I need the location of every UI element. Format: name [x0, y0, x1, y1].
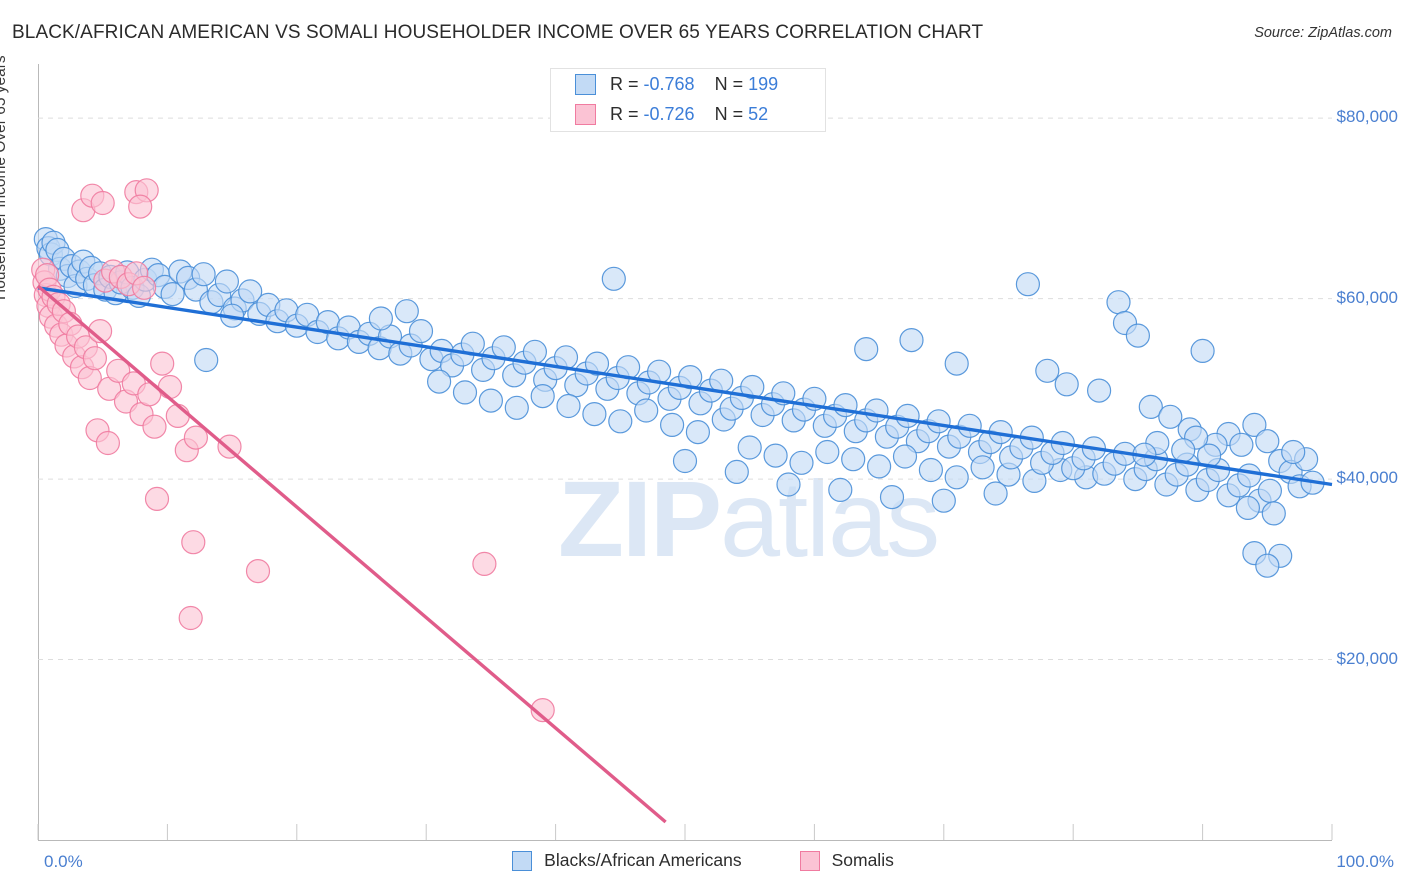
stat-n-value-pink: 52: [748, 103, 769, 124]
legend-swatch-blue: [512, 850, 533, 871]
x-axis-label-max: 100.0%: [1336, 852, 1394, 871]
correlation-stats-box: R = -0.768 N = 199 R = -0.726 N = 52: [550, 68, 826, 132]
source-attribution: Source: ZipAtlas.com: [1254, 25, 1392, 41]
watermark-zip: ZIP: [558, 458, 722, 579]
page-title: BLACK/AFRICAN AMERICAN VS SOMALI HOUSEHO…: [12, 22, 984, 43]
stat-n-value-blue: 199: [748, 73, 779, 94]
y-axis-tick-label: $20,000: [1336, 648, 1398, 668]
stat-swatch-blue: [575, 73, 596, 95]
stat-row-somalis: R = -0.726 N = 52: [551, 99, 825, 129]
y-axis-tick-label: $60,000: [1336, 287, 1398, 307]
watermark-atlas: atlas: [720, 458, 940, 579]
chart-legend: Blacks/African Americans Somalis: [0, 850, 1406, 871]
stat-n-label-pink: N =: [714, 103, 749, 124]
legend-swatch-pink: [799, 850, 820, 871]
stat-r-value-pink: -0.726: [643, 103, 695, 124]
stat-r-label-pink: R =: [610, 103, 644, 124]
y-axis-tick-label: $40,000: [1336, 468, 1398, 488]
legend-label-blacks-african-americans: Blacks/African Americans: [544, 850, 742, 870]
y-axis-title: Householder Income Over 65 years: [0, 55, 9, 300]
x-axis-line: [38, 840, 1332, 841]
legend-item-blacks-african-americans[interactable]: Blacks/African Americans: [512, 850, 742, 871]
y-axis-tick-label: $80,000: [1336, 107, 1398, 127]
stat-swatch-pink: [575, 103, 596, 125]
stat-r-value-blue: -0.768: [643, 73, 695, 94]
legend-label-somalis: Somalis: [831, 850, 894, 870]
watermark: ZIPatlas: [558, 456, 940, 581]
plot-area: ZIPatlas: [38, 64, 1330, 840]
stat-row-blacks-african-americans: R = -0.768 N = 199: [551, 69, 825, 99]
stat-r-label-blue: R =: [610, 73, 644, 94]
stat-n-label-blue: N =: [714, 73, 749, 94]
legend-item-somalis[interactable]: Somalis: [799, 850, 894, 871]
x-axis-label-min: 0.0%: [44, 852, 83, 871]
